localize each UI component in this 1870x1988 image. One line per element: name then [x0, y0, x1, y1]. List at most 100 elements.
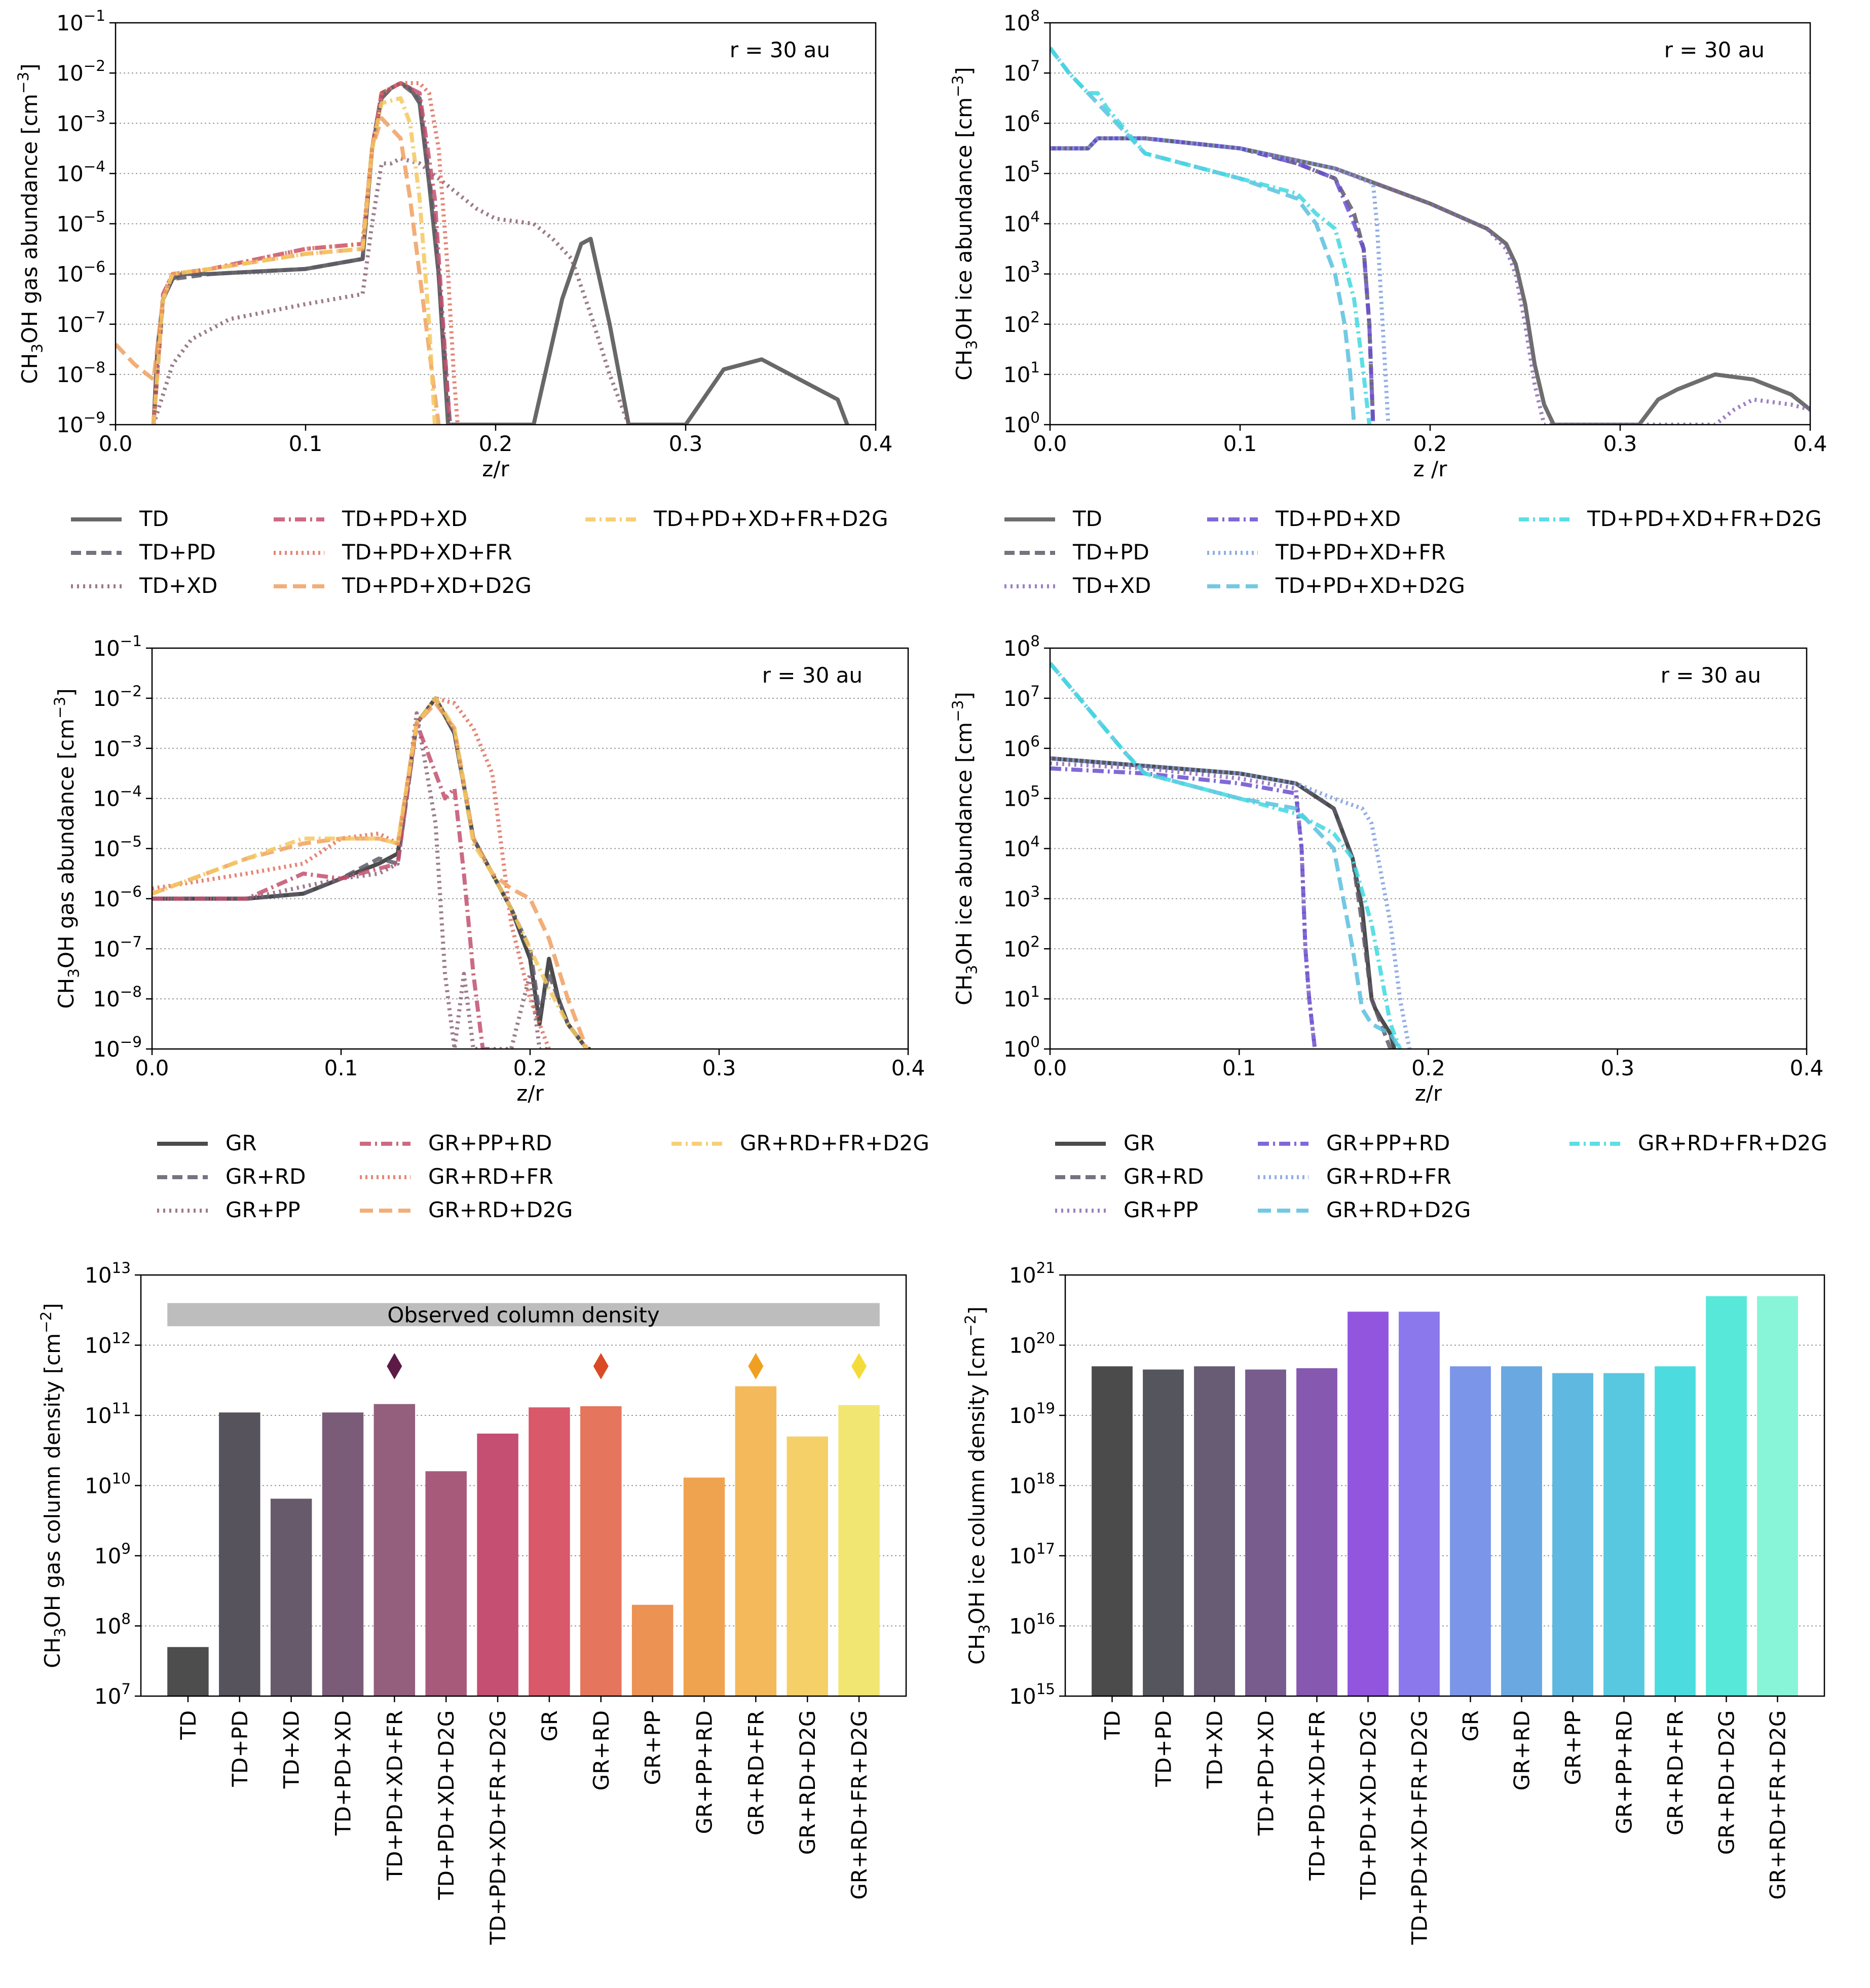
- y-tick-label: 1012: [85, 1330, 131, 1358]
- x-tick-label: 0.0: [1033, 431, 1067, 456]
- series-line-GR+RD: [1050, 756, 1393, 1049]
- legend-label: TD+PD+XD+D2G: [1275, 573, 1465, 598]
- y-tick-label: 108: [1003, 7, 1040, 35]
- series-line-GR+RD+FR: [152, 696, 551, 1049]
- y-tick-label: 1019: [1009, 1400, 1055, 1428]
- x-tick-label: GR+PP+RD: [692, 1710, 717, 1834]
- x-tick-label: 0.0: [135, 1056, 169, 1080]
- y-axis-label: CH3OH gas column density [cm−2]: [38, 1303, 68, 1668]
- x-tick-label: GR+RD+D2G: [795, 1710, 820, 1855]
- y-tick-label: 10−7: [93, 933, 142, 961]
- y-tick-label: 102: [1003, 309, 1040, 337]
- line-chart-gas-td: 0.0 0.1 0.2 0.3 0.4 10−9 10−8 10−7 10−6 10−5 10−4 1…: [15, 7, 892, 598]
- annotation-box: [718, 658, 870, 695]
- bar-GR+PP: [1552, 1373, 1593, 1696]
- bar-chart-ice-column: 1015 1016 1017 1018 1019 1020 1021 TD TD+PD TD+XD…: [962, 1259, 1825, 1945]
- x-axis-label: z/r: [516, 1081, 544, 1106]
- x-axis-label: z /r: [1413, 457, 1448, 481]
- x-tick-label: TD+PD+XD+D2G: [434, 1710, 459, 1900]
- legend-label: TD+PD+XD+D2G: [342, 573, 532, 598]
- y-tick-label: 108: [94, 1610, 131, 1639]
- y-tick-label: 10−2: [93, 683, 142, 711]
- y-tick-label: 10−1: [93, 632, 142, 661]
- bar-TD+PD+XD+FR+D2G: [1399, 1311, 1440, 1696]
- observed-band-label: Observed column density: [387, 1302, 659, 1327]
- y-tick-label: 100: [1003, 409, 1040, 437]
- x-axis-label: z/r: [1415, 1081, 1442, 1106]
- y-tick-label: 10−5: [56, 208, 105, 237]
- series-group: [116, 81, 849, 425]
- legend-label: TD+PD+XD+FR+D2G: [653, 506, 888, 531]
- legend: GR GR+RD GR+PP GR+PP+RD GR+RD+FR GR+RD+D2G GR+…: [1055, 1131, 1827, 1222]
- series-line-TD+PD+XD+D2G: [116, 116, 441, 425]
- y-tick-label: 100: [1003, 1033, 1040, 1062]
- line-chart-ice-td: 0.0 0.1 0.2 0.3 0.4 100 101 102 103 104 105 106 107 1…: [949, 7, 1827, 598]
- x-tick-label: TD+PD+XD: [1254, 1710, 1279, 1836]
- x-tick-label: TD+PD+XD+FR+D2G: [485, 1710, 510, 1945]
- y-tick-label: 107: [94, 1680, 131, 1709]
- y-tick-label: 10−6: [93, 883, 142, 911]
- series-line-TD+PD+XD+D2G: [1050, 47, 1356, 425]
- x-tick-label: 0.0: [99, 431, 133, 456]
- diamond-marker: [387, 1353, 402, 1380]
- y-tick-label: 10−3: [93, 733, 142, 761]
- x-tick-label: GR+RD+FR: [1663, 1710, 1688, 1835]
- legend-label: GR+PP: [1124, 1197, 1199, 1222]
- y-axis-label-text: CH3OH ice abundance [cm−3]: [949, 67, 980, 381]
- legend-label: TD+XD: [1072, 573, 1151, 598]
- series-line-TD+PD+XD: [1050, 136, 1375, 425]
- x-tick-label: GR+PP: [1561, 1710, 1586, 1785]
- series-line-TD: [1050, 136, 1810, 425]
- x-tick-label: TD+PD: [1151, 1710, 1176, 1787]
- bar-TD: [167, 1647, 209, 1696]
- diamond-marker: [593, 1353, 609, 1380]
- y-tick-label: 107: [1003, 683, 1040, 711]
- series-line-GR+RD+FR: [1050, 756, 1412, 1049]
- x-tick-label: 0.4: [859, 431, 893, 456]
- y-tick-label: 1021: [1009, 1259, 1055, 1288]
- x-tick-label: 0.4: [1790, 1056, 1824, 1080]
- x-tick-label: GR: [537, 1710, 562, 1742]
- series-line-TD: [152, 81, 849, 425]
- y-tick-label: 102: [1003, 933, 1040, 961]
- bar-GR+RD: [580, 1406, 622, 1696]
- legend-label: GR+PP+RD: [428, 1131, 552, 1155]
- y-axis-label-text: CH3OH gas column density [cm−2]: [38, 1303, 68, 1668]
- annotation-box: [1617, 658, 1769, 695]
- bar-TD+PD+XD+D2G: [1348, 1311, 1389, 1696]
- bar-GR+PP+RD: [683, 1477, 725, 1696]
- x-tick-label: 0.3: [1600, 1056, 1634, 1080]
- bar-GR+RD+FR: [1655, 1366, 1696, 1696]
- y-axis-label: CH3OH ice abundance [cm−3]: [949, 67, 980, 381]
- y-tick-label: 10−4: [56, 158, 105, 186]
- y-axis-label-text: CH3OH ice abundance [cm−3]: [949, 692, 980, 1005]
- series-line-TD+XD: [152, 156, 631, 425]
- x-tick-label: GR: [1458, 1710, 1483, 1742]
- y-tick-label: 105: [1003, 783, 1040, 811]
- line-chart-ice-gr: 0.0 0.1 0.2 0.3 0.4 100 101 102 103 104 105 106 107 1…: [949, 632, 1827, 1222]
- legend-label: TD+PD+XD+FR+D2G: [1587, 506, 1822, 531]
- legend-label: TD: [139, 506, 169, 531]
- bar-GR+RD+D2G: [787, 1436, 828, 1696]
- series-line-GR+RD+D2G: [1050, 662, 1402, 1049]
- legend-label: GR+PP: [226, 1197, 301, 1222]
- x-tick-label: TD: [176, 1710, 201, 1740]
- series-line-TD+PD+XD+FR: [1050, 136, 1391, 425]
- x-tick-label: TD+PD+XD: [331, 1710, 356, 1836]
- x-tick-label: GR+PP: [641, 1710, 665, 1785]
- bar-GR+RD: [1501, 1366, 1542, 1696]
- series-group: [1050, 47, 1810, 425]
- y-tick-label: 1015: [1009, 1680, 1055, 1709]
- x-tick-label: 0.3: [669, 431, 703, 456]
- legend-label: TD+PD+XD: [342, 506, 467, 531]
- x-tick-label: GR+RD+FR+D2G: [1766, 1710, 1790, 1900]
- x-axis-label: z/r: [482, 457, 509, 481]
- x-tick-label: 0.2: [1413, 431, 1447, 456]
- legend-label: GR+RD: [226, 1164, 306, 1189]
- y-tick-label: 10−3: [56, 107, 105, 136]
- legend-label: TD+PD+XD+FR: [1275, 540, 1446, 565]
- legend: TD TD+PD TD+XD TD+PD+XD TD+PD+XD+FR TD+PD+XD+…: [1004, 506, 1822, 598]
- y-tick-label: 1016: [1009, 1610, 1055, 1639]
- x-tick-label: 0.1: [1223, 431, 1257, 456]
